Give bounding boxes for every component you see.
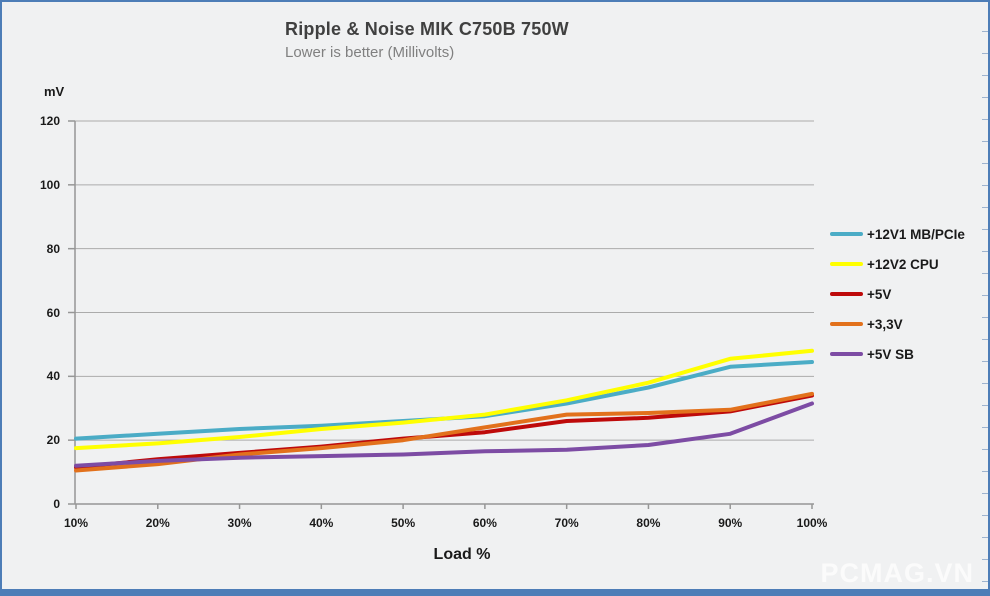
watermark: PCMAG.VN [820, 558, 974, 588]
legend-item: +12V2 CPU [830, 249, 965, 279]
legend-line-swatch-icon [830, 352, 863, 356]
bottom-accent-bar [2, 589, 988, 594]
legend-item: +5V SB [830, 339, 965, 369]
y-tick-label: 100 [39, 177, 60, 192]
y-tick-label: 120 [39, 114, 60, 128]
x-tick-label: 100% [796, 516, 828, 530]
series-line-4 [74, 401, 814, 468]
x-tick-label: 10% [63, 516, 89, 530]
legend-label: +3,3V [867, 316, 903, 332]
legend-line-swatch-icon [830, 292, 863, 296]
x-tick-label: 50% [391, 516, 416, 530]
x-tick-label: 70% [554, 516, 579, 530]
x-axis-title: Load % [433, 546, 491, 563]
y-axis-unit-label: mV [44, 84, 65, 99]
x-tick-label: 30% [227, 516, 252, 530]
y-tick-label: 20 [46, 433, 60, 448]
legend-item: +5V [830, 279, 965, 309]
legend-item: +3,3V [830, 309, 965, 339]
chart-subtitle: Lower is better (Millivolts) [285, 44, 455, 61]
legend-line-swatch-icon [830, 262, 863, 266]
x-tick-label: 60% [472, 516, 497, 530]
legend-label: +5V SB [867, 346, 914, 362]
legend-line-swatch-icon [830, 322, 863, 326]
y-tick-label: 40 [46, 369, 60, 384]
legend-label: +12V1 MB/PCIe [867, 226, 965, 242]
legend-label: +5V [867, 286, 892, 302]
y-tick-label: 80 [46, 241, 60, 256]
legend-item: +12V1 MB/PCIe [830, 219, 965, 249]
x-tick-label: 80% [636, 516, 661, 530]
x-tick-label: 20% [145, 516, 170, 530]
legend: +12V1 MB/PCIe +12V2 CPU +5V +3,3V +5V SB [830, 219, 965, 369]
series-line-0 [74, 360, 814, 441]
y-tick-label: 0 [53, 497, 60, 511]
legend-line-swatch-icon [830, 232, 863, 236]
chart-title: Ripple & Noise MIK C750B 750W [285, 19, 569, 39]
legend-label: +12V2 CPU [867, 256, 939, 272]
series-line-1 [74, 348, 814, 451]
x-tick-label: 40% [309, 516, 334, 530]
y-tick-label: 60 [46, 305, 60, 320]
x-tick-label: 90% [718, 516, 743, 530]
right-ruler-ticks [982, 10, 988, 594]
